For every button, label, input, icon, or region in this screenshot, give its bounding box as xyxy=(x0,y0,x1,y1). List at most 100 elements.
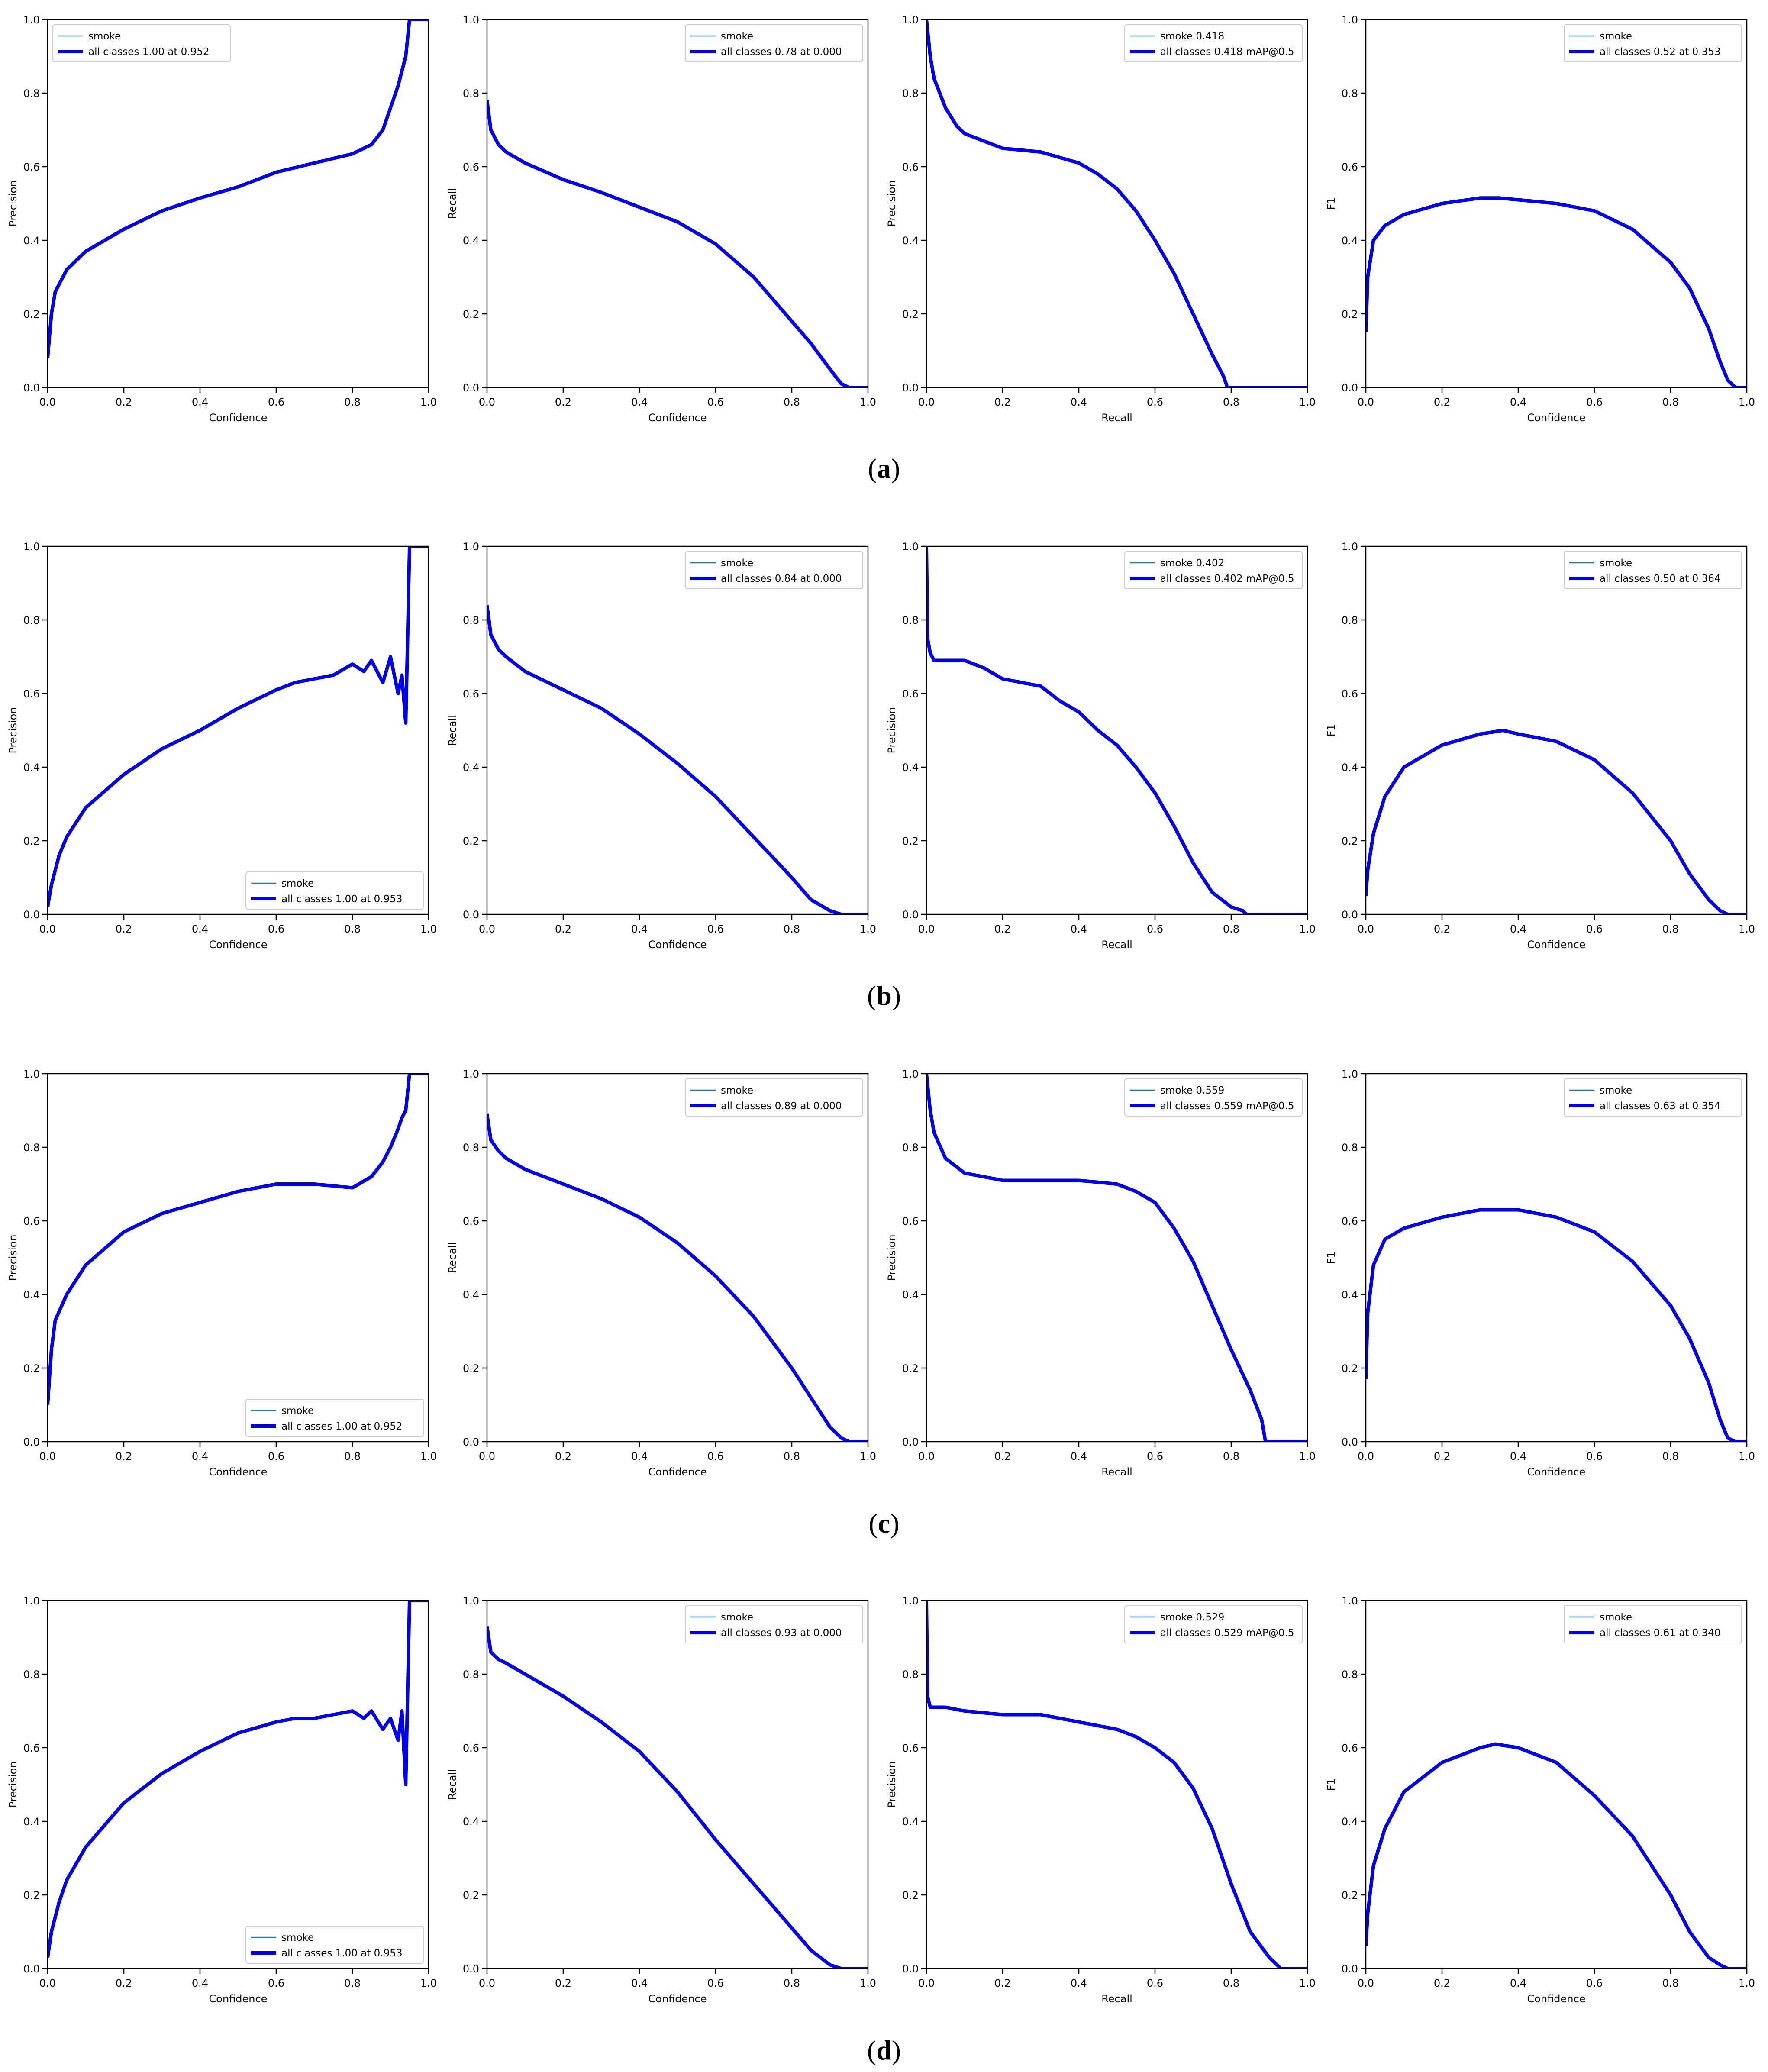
x-tick-label: 0.2 xyxy=(1434,396,1450,408)
y-tick-label: 0.6 xyxy=(463,688,479,700)
x-tick-label: 0.0 xyxy=(1358,396,1374,408)
x-tick-label: 0.0 xyxy=(918,396,935,408)
x-tick-label: 0.8 xyxy=(1662,396,1679,408)
legend-label-all-classes: all classes 0.93 at 0.000 xyxy=(721,1627,842,1639)
series-all-classes-line xyxy=(1366,196,1747,387)
y-tick-label: 0.6 xyxy=(902,1215,919,1227)
y-tick-label: 0.0 xyxy=(23,382,40,394)
y-tick-label: 0.0 xyxy=(23,909,40,921)
legend-label-all-classes: all classes 0.78 at 0.000 xyxy=(721,46,842,58)
y-tick-label: 0.0 xyxy=(1342,1436,1358,1448)
x-tick-label: 0.2 xyxy=(116,1977,132,1989)
y-tick-label: 0.6 xyxy=(1342,161,1358,173)
x-tick-label: 0.6 xyxy=(268,923,284,935)
y-tick-label: 1.0 xyxy=(902,1068,919,1080)
x-axis-label: Confidence xyxy=(209,412,268,424)
y-axis-label: Recall xyxy=(446,1769,458,1800)
x-tick-label: 0.2 xyxy=(1434,923,1450,935)
x-tick-label: 0.6 xyxy=(707,1450,724,1462)
y-axis-label: Recall xyxy=(446,1242,458,1273)
y-tick-label: 1.0 xyxy=(1342,1595,1358,1607)
subfigure-caption: (d) xyxy=(867,2035,901,2066)
y-tick-label: 0.4 xyxy=(1342,235,1358,247)
axes-frame xyxy=(926,1600,1308,1969)
chart-panel: 0.00.00.20.20.40.40.60.60.80.81.01.0Conf… xyxy=(446,541,876,951)
legend: smoke 0.559 all classes 0.559 mAP@0.5 xyxy=(1124,1078,1303,1117)
x-tick-label: 1.0 xyxy=(1299,396,1316,408)
x-tick-label: 1.0 xyxy=(1299,923,1316,935)
legend: smoke 0.529 all classes 0.529 mAP@0.5 xyxy=(1124,1605,1303,1643)
x-tick-label: 0.2 xyxy=(994,1977,1011,1989)
x-tick-label: 0.8 xyxy=(1223,1977,1239,1989)
axes-frame xyxy=(47,1073,429,1443)
x-axis-label: Confidence xyxy=(648,1993,707,2005)
legend-label-all-classes: all classes 0.84 at 0.000 xyxy=(721,573,842,584)
chart-panel: 0.0 0.0 0.2 0.2 0.4 0.4 0.6 0.6 0.8 0.8 1.0 1.0 Reca… xyxy=(886,14,1316,424)
y-tick-label: 1.0 xyxy=(902,14,919,26)
x-tick-label: 0.4 xyxy=(631,396,648,408)
legend-box xyxy=(1124,24,1303,62)
y-axis-label: F1 xyxy=(1325,724,1337,736)
legend-label-smoke: smoke 0.402 xyxy=(1160,558,1224,569)
series-all-classes-line xyxy=(1366,729,1747,914)
x-tick-label: 0.2 xyxy=(994,923,1011,935)
x-tick-label: 1.0 xyxy=(860,1450,876,1462)
y-tick-label: 0.8 xyxy=(902,1669,919,1681)
y-tick-label: 0.0 xyxy=(463,909,479,921)
x-tick-label: 1.0 xyxy=(420,396,437,408)
y-tick-label: 0.4 xyxy=(23,762,40,774)
subfigure-caption: (c) xyxy=(868,1508,899,1539)
y-tick-label: 1.0 xyxy=(902,1595,919,1607)
axes-frame xyxy=(926,1073,1308,1443)
legend-label-smoke: smoke xyxy=(721,1085,753,1096)
x-tick-label: 0.6 xyxy=(707,396,724,408)
subfigure-caption: (a) xyxy=(868,453,900,484)
x-axis-label: Confidence xyxy=(648,1466,707,1478)
y-tick-label: 0.6 xyxy=(1342,1742,1358,1754)
chart-panel: 0.0 0.0 0.2 0.2 0.4 0.4 0.6 0.6 0.8 0.8 1.0 1.0 Reca… xyxy=(886,1595,1316,2005)
y-tick-label: 0.0 xyxy=(23,1963,40,1975)
legend: smoke all classes 0.52 at 0.353 xyxy=(1564,24,1742,62)
x-tick-label: 1.0 xyxy=(420,1450,437,1462)
chart-panel: 0.00.00.20.20.40.40.60.60.80.81.01.0Conf… xyxy=(7,14,437,424)
x-axis-label: Confidence xyxy=(648,412,707,424)
y-tick-label: 0.2 xyxy=(1342,1362,1358,1375)
y-tick-label: 1.0 xyxy=(1342,14,1358,26)
y-tick-label: 1.0 xyxy=(23,14,40,26)
legend-label-smoke: smoke xyxy=(281,1932,314,1943)
y-tick-label: 1.0 xyxy=(463,1595,479,1607)
x-tick-label: 0.8 xyxy=(1223,1450,1239,1462)
x-tick-label: 0.2 xyxy=(1434,1450,1450,1462)
x-tick-label: 0.8 xyxy=(1662,923,1679,935)
x-tick-label: 1.0 xyxy=(1739,1450,1755,1462)
x-tick-label: 0.0 xyxy=(39,396,56,408)
x-tick-label: 0.2 xyxy=(555,923,571,935)
legend-label-all-classes: all classes 0.52 at 0.353 xyxy=(1600,46,1721,58)
legend: smoke 0.418 all classes 0.418 mAP@0.5 xyxy=(1124,24,1303,62)
x-axis-label: Confidence xyxy=(648,939,707,951)
x-tick-label: 0.8 xyxy=(1662,1450,1679,1462)
y-axis-label: Precision xyxy=(886,1234,898,1281)
y-tick-label: 1.0 xyxy=(23,1595,40,1607)
x-axis-label: Recall xyxy=(1101,1466,1132,1478)
x-tick-label: 0.0 xyxy=(39,1450,56,1462)
x-tick-label: 0.0 xyxy=(918,1977,935,1989)
x-tick-label: 0.6 xyxy=(1147,923,1163,935)
y-tick-label: 0.4 xyxy=(463,762,479,774)
y-tick-label: 0.8 xyxy=(23,87,40,100)
legend-box xyxy=(245,1926,424,1964)
legend-box xyxy=(685,24,863,62)
legend-label-all-classes: all classes 0.559 mAP@0.5 xyxy=(1160,1101,1294,1112)
series-all-classes-line xyxy=(926,1601,1307,1969)
legend: smoke all classes 0.50 at 0.364 xyxy=(1564,551,1742,589)
legend-label-all-classes: all classes 1.00 at 0.952 xyxy=(88,46,210,58)
series-all-classes-line xyxy=(487,605,868,914)
x-axis-label: Recall xyxy=(1101,939,1132,951)
x-tick-label: 0.8 xyxy=(1223,396,1239,408)
x-tick-label: 0.4 xyxy=(1071,1977,1087,1989)
x-tick-label: 0.0 xyxy=(39,923,56,935)
y-tick-label: 0.8 xyxy=(1342,87,1358,100)
y-tick-label: 0.2 xyxy=(23,308,40,320)
